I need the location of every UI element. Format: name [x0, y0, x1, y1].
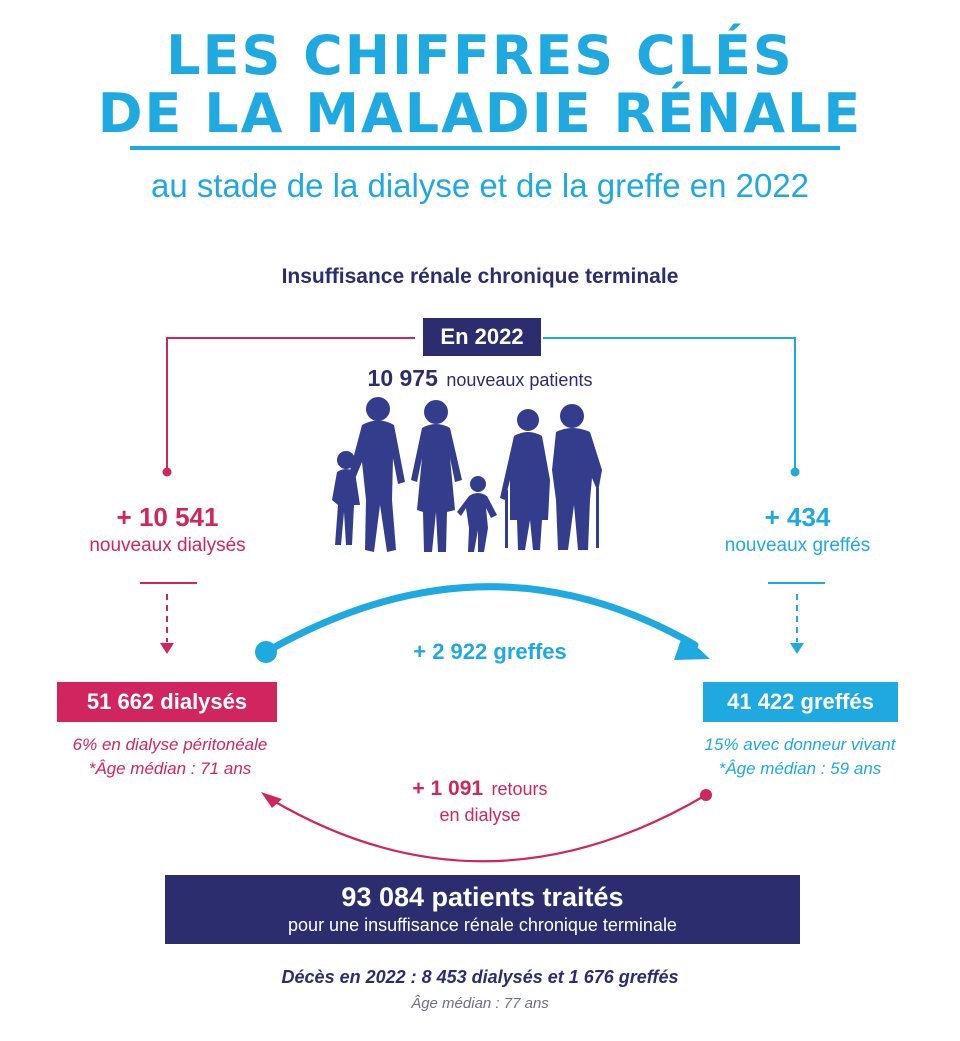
dialysis-total-box: 51 662 dialysés	[57, 682, 277, 722]
graft-detail: 15% avec donneur vivant	[704, 735, 896, 754]
subtitle: au stade de la dialyse et de la greffe e…	[150, 167, 810, 204]
title-line-2: DE LA MALADIE RÉNALE	[97, 82, 863, 145]
title-line-1: LES CHIFFRES CLÉS	[166, 24, 794, 87]
return-arc-arrow-head	[261, 792, 282, 808]
transfer-arc-start	[255, 641, 277, 663]
return-to-dialysis: + 1 091 retours	[360, 776, 600, 804]
new-dialysis-label: nouveaux dialysés	[89, 535, 246, 556]
new-dialysis-value: + 10 541	[116, 502, 219, 532]
new-patients-value: 10 975	[367, 365, 438, 391]
deaths-median-age: Âge médian : 77 ans	[411, 995, 549, 1012]
graft-total-box: 41 422 greffés	[703, 682, 898, 722]
deaths-line: Décès en 2022 : 8 453 dialysés et 1 676 …	[281, 967, 679, 987]
transfer-arc-arrow-head	[674, 634, 710, 660]
return-value: + 1 091	[412, 777, 484, 800]
family-silhouette-illustration	[332, 397, 602, 552]
dialysis-arrow-head	[160, 643, 174, 654]
dialysis-connector-dot	[162, 467, 172, 477]
return-label-b: en dialyse	[439, 805, 521, 825]
new-patients-label: nouveaux patients	[446, 370, 593, 390]
total-patients-box: 93 084 patients traités pour une insuffi…	[165, 875, 800, 944]
title-underline	[130, 146, 840, 150]
graft-median-age: *Âge médian : 59 ans	[718, 759, 882, 778]
total-patients-headline: 93 084 patients traités	[341, 882, 624, 912]
dialysis-connector-line	[166, 337, 415, 472]
dialysis-detail: 6% en dialyse péritonéale	[72, 735, 268, 754]
return-arc-start	[700, 789, 712, 801]
dialysis-median-age: *Âge médian : 71 ans	[88, 759, 252, 778]
new-graft-label: nouveaux greffés	[724, 535, 871, 556]
total-patients-sub: pour une insuffisance rénale chronique t…	[288, 915, 677, 935]
year-badge: En 2022	[423, 318, 541, 356]
section-title: Insuffisance rénale chronique terminale	[281, 265, 679, 288]
graft-connector-line	[543, 337, 796, 472]
transfer-to-graft-label: + 2 922 greffes	[413, 639, 567, 664]
new-patients: 10 975 nouveaux patients	[280, 364, 680, 396]
new-graft-value: + 434	[764, 502, 831, 532]
graft-arrow-head	[790, 643, 804, 654]
return-label-a: retours	[491, 779, 548, 799]
return-arc	[271, 794, 707, 863]
graft-connector-dot	[790, 467, 800, 477]
transfer-arc	[262, 583, 699, 656]
